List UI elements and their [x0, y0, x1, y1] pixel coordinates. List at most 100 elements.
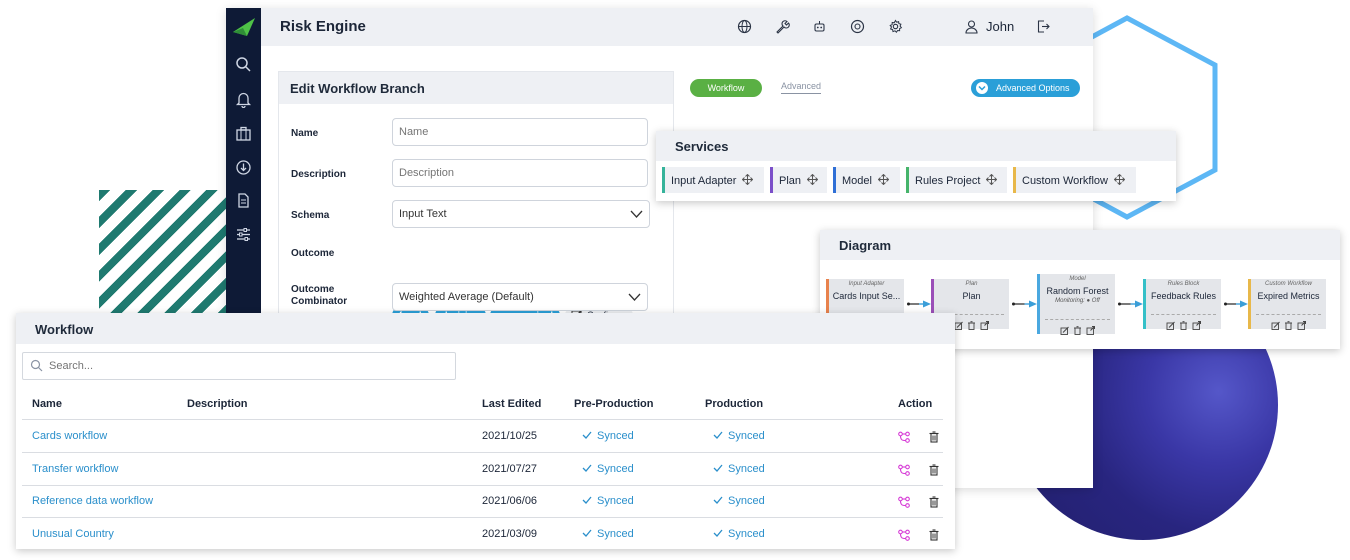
briefcase-icon[interactable]: [235, 125, 252, 142]
last-edited-date: 2021/07/27: [482, 462, 538, 475]
sync-status-label: Synced: [728, 527, 765, 540]
last-edited-date: 2021/06/06: [482, 495, 538, 507]
workflow-branch-icon[interactable]: [898, 495, 910, 508]
check-icon: [713, 496, 723, 504]
workflow-name-link[interactable]: Unusual Country: [32, 527, 114, 540]
globe-icon[interactable]: [737, 19, 752, 34]
logout-icon[interactable]: [1036, 19, 1051, 34]
edit-icon[interactable]: [1271, 321, 1280, 330]
outcome-label: Outcome: [291, 248, 335, 259]
chevron-down-icon: [976, 82, 988, 94]
table-row[interactable]: Unusual Country 2021/03/09 Synced Synced: [22, 518, 943, 550]
table-row[interactable]: Transfer workflow 2021/07/27 Synced Synced: [22, 453, 943, 486]
description-field[interactable]: [392, 159, 648, 187]
workflow-name-link[interactable]: Reference data workflow: [32, 495, 154, 507]
service-item[interactable]: Rules Project: [906, 167, 1007, 193]
network-icon[interactable]: [850, 19, 865, 34]
open-external-icon[interactable]: [980, 321, 989, 330]
outcome-combinator-label: Outcome Combinator: [291, 284, 347, 308]
striped-decoration: [99, 190, 229, 320]
user-icon[interactable]: [964, 19, 979, 34]
check-icon: [713, 464, 723, 472]
node-name-label: Cards Input Se...: [832, 291, 901, 301]
robot-icon[interactable]: [812, 19, 827, 34]
trash-icon[interactable]: [928, 430, 940, 443]
sync-status-label: Synced: [728, 430, 765, 442]
workflow-toggle-button[interactable]: Workflow: [690, 79, 762, 97]
column-header-last-edited[interactable]: Last Edited: [482, 398, 542, 410]
trash-icon[interactable]: [928, 528, 940, 541]
check-icon: [582, 431, 592, 439]
diagram-node[interactable]: Rules Block Feedback Rules: [1143, 279, 1221, 330]
search-input[interactable]: [22, 352, 456, 380]
pre-production-status: Synced: [582, 463, 634, 475]
trash-icon[interactable]: [928, 495, 940, 508]
move-icon[interactable]: [877, 174, 889, 185]
open-external-icon[interactable]: [1192, 321, 1201, 330]
trash-icon[interactable]: [1284, 321, 1293, 330]
move-icon[interactable]: [807, 174, 819, 185]
column-header-pre-production[interactable]: Pre-Production: [574, 398, 654, 410]
column-header-production[interactable]: Production: [705, 398, 764, 410]
services-title: Services: [656, 131, 1176, 161]
column-header-description[interactable]: Description: [187, 398, 248, 410]
service-item-label: Input Adapter: [671, 175, 737, 187]
table-row[interactable]: Cards workflow 2021/10/25 Synced Synced: [22, 420, 943, 453]
sync-status-label: Synced: [597, 495, 634, 507]
node-type-label: Input Adapter: [848, 281, 885, 287]
node-actions: [1151, 314, 1216, 330]
workflow-branch-icon[interactable]: [898, 463, 910, 476]
node-name-label: Expired Metrics: [1257, 291, 1320, 301]
document-icon[interactable]: [235, 192, 252, 209]
trash-icon[interactable]: [1073, 326, 1082, 335]
name-label: Name: [291, 128, 319, 139]
gear-icon[interactable]: [888, 19, 903, 34]
download-icon[interactable]: [235, 159, 252, 176]
service-item[interactable]: Custom Workflow: [1013, 167, 1136, 193]
service-item[interactable]: Input Adapter: [662, 167, 764, 193]
combinator-select[interactable]: Weighted Average (Default): [392, 283, 648, 311]
diagram-node[interactable]: Model Random Forest Monitoring: ● Off: [1037, 274, 1115, 335]
bell-icon[interactable]: [235, 91, 252, 109]
workflow-name-link[interactable]: Transfer workflow: [32, 462, 119, 475]
node-actions: [1045, 319, 1110, 335]
last-edited-date: 2021/10/25: [482, 430, 538, 442]
edit-icon[interactable]: [1060, 326, 1069, 335]
edit-icon[interactable]: [954, 321, 963, 330]
trash-icon[interactable]: [928, 463, 940, 476]
workflow-name-link[interactable]: Cards workflow: [32, 430, 108, 442]
name-field[interactable]: [392, 118, 648, 146]
row-divider: [22, 517, 943, 518]
open-external-icon[interactable]: [1086, 326, 1095, 335]
diagram-node[interactable]: Custom Workflow Expired Metrics: [1248, 279, 1326, 330]
trash-icon[interactable]: [967, 321, 976, 330]
wrench-icon[interactable]: [775, 19, 790, 34]
workflow-branch-icon[interactable]: [898, 430, 910, 443]
search-icon[interactable]: [235, 56, 252, 73]
user-name[interactable]: John: [986, 19, 1015, 34]
pre-production-status: Synced: [582, 528, 634, 540]
production-status: Synced: [713, 528, 765, 540]
chevron-down-icon: [628, 293, 641, 301]
workflow-branch-icon[interactable]: [898, 528, 910, 541]
service-item-label: Custom Workflow: [1022, 175, 1108, 187]
check-icon: [582, 529, 592, 537]
open-external-icon[interactable]: [1297, 321, 1306, 330]
move-icon[interactable]: [1113, 174, 1125, 185]
service-item[interactable]: Plan: [770, 167, 827, 193]
edit-icon[interactable]: [1166, 321, 1175, 330]
move-icon[interactable]: [742, 174, 754, 185]
advanced-options-button[interactable]: Advanced Options: [971, 79, 1080, 97]
app-title: Risk Engine: [280, 18, 366, 35]
sliders-icon[interactable]: [235, 226, 252, 243]
trash-icon[interactable]: [1179, 321, 1188, 330]
service-item[interactable]: Model: [833, 167, 900, 193]
table-row[interactable]: Reference data workflow 2021/06/06 Synced S…: [22, 485, 943, 518]
top-bar: Risk Engine John: [261, 8, 1093, 46]
diagram-title: Diagram: [820, 230, 1340, 260]
column-header-name[interactable]: Name: [32, 398, 62, 410]
move-icon[interactable]: [986, 174, 998, 185]
advanced-toggle-link[interactable]: Advanced: [781, 81, 822, 94]
schema-select[interactable]: Input Text: [392, 200, 650, 228]
schema-label: Schema: [291, 210, 330, 221]
